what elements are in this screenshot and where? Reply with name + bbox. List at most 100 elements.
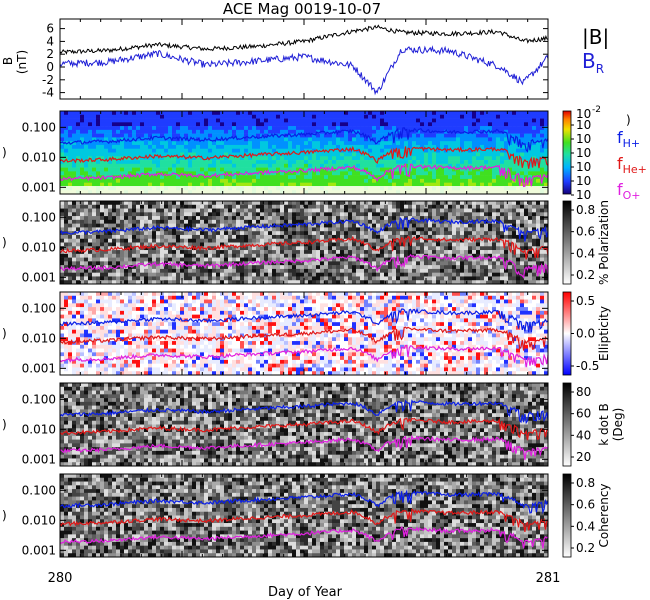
- spectrogram-cell: [524, 118, 529, 123]
- spectrogram-cell: [420, 280, 425, 285]
- spectrogram-cell: [292, 212, 297, 217]
- series-line-br: [59, 45, 549, 96]
- spectrogram-cell: [112, 152, 117, 157]
- spectrogram-cell: [76, 250, 81, 255]
- spectrogram-cell: [64, 133, 69, 138]
- spectrogram-cell: [440, 118, 445, 123]
- spectrogram-cell: [272, 204, 277, 209]
- spectrogram-cell: [224, 118, 229, 123]
- spectrogram-cell: [92, 133, 97, 138]
- spectrogram-cell: [260, 242, 265, 247]
- spectrogram-cell: [252, 163, 257, 168]
- spectrogram-cell: [156, 253, 161, 258]
- spectrogram-cell: [156, 152, 161, 157]
- spectrogram-cell: [176, 261, 181, 266]
- spectrogram-cell: [508, 114, 513, 119]
- spectrogram-cell: [384, 141, 389, 146]
- spectrogram-cell: [76, 144, 81, 150]
- spectrogram-cell: [284, 122, 289, 127]
- spectrogram-cell: [128, 126, 133, 131]
- spectrogram-cell: [192, 272, 197, 277]
- spectrogram-cell: [100, 152, 105, 157]
- spectrogram-cell: [308, 129, 313, 134]
- spectrogram-cell: [248, 137, 253, 142]
- spectrogram-cell: [520, 126, 525, 131]
- spectrogram-cell: [468, 111, 473, 116]
- spectrogram-cell: [116, 178, 121, 183]
- spectrogram-cell: [284, 118, 289, 123]
- spectrogram-cell: [444, 219, 449, 224]
- spectrogram-cell: [348, 175, 353, 180]
- spectrogram-cell: [424, 156, 429, 161]
- spectrogram-cell: [184, 201, 189, 206]
- spectrogram-cell: [220, 261, 225, 266]
- spectrogram-cell: [436, 175, 441, 180]
- spectrogram-cell: [188, 133, 193, 138]
- spectrogram-cell: [84, 227, 89, 232]
- spectrogram-cell: [144, 148, 149, 153]
- legend-br-name: B: [582, 49, 596, 73]
- spectrogram-cell: [284, 160, 289, 165]
- spectrogram-cell: [208, 216, 213, 221]
- spectrogram-cell: [488, 167, 493, 172]
- spectrogram-cell: [60, 126, 65, 131]
- spectrogram-cell: [336, 152, 341, 157]
- spectrogram-cell: [344, 141, 349, 146]
- spectrogram-cell: [368, 208, 373, 213]
- spectrogram-cell: [448, 111, 453, 116]
- spectrogram-cell: [372, 182, 377, 187]
- spectrogram-cell: [80, 231, 85, 236]
- spectrogram-cell: [152, 238, 157, 243]
- spectrogram-cell: [88, 268, 93, 273]
- spectrogram-cell: [180, 163, 185, 168]
- spectrogram-cell: [84, 204, 89, 209]
- spectrogram-cell: [168, 118, 173, 123]
- spectrogram-cell: [340, 272, 345, 277]
- spectrogram-cell: [272, 122, 277, 127]
- spectrogram-cell: [84, 257, 89, 262]
- spectrogram-cell: [220, 144, 225, 150]
- spectrogram-cell: [296, 114, 301, 119]
- spectrogram-cell: [164, 148, 169, 153]
- spectrogram-cell: [204, 219, 209, 224]
- spectrogram-cell: [152, 118, 157, 123]
- spectrogram-cell: [304, 175, 309, 180]
- spectrogram-cell: [220, 141, 225, 146]
- spectrogram-cell: [360, 268, 365, 273]
- spectrogram-cell: [468, 141, 473, 146]
- spectrogram-cell: [516, 126, 521, 131]
- spectrogram-cell: [152, 212, 157, 217]
- spectrogram-cell: [324, 156, 329, 161]
- spectrogram-cell: [340, 204, 345, 209]
- spectrogram-cell: [540, 122, 545, 127]
- spectrogram-cell: [152, 182, 157, 187]
- spectrogram-cell: [416, 280, 421, 285]
- spectrogram-cell: [536, 167, 541, 172]
- spectrogram-cell: [456, 144, 461, 150]
- spectrogram-cell: [220, 216, 225, 221]
- spectrogram-cell: [476, 122, 481, 127]
- spectrogram-cell: [196, 118, 201, 123]
- spectrogram-cell: [176, 246, 181, 251]
- spectrogram-cell: [144, 234, 149, 240]
- spectrogram-cell: [88, 234, 93, 240]
- spectrogram-cell: [164, 257, 169, 262]
- spectrogram-cell: [432, 175, 437, 180]
- spectrogram-cell: [332, 160, 337, 165]
- spectrogram-cell: [164, 208, 169, 213]
- spectrogram-cell: [88, 171, 93, 176]
- spectrogram-cell: [488, 178, 493, 183]
- spectrogram-cell: [524, 171, 529, 176]
- spectrogram-cell: [360, 204, 365, 209]
- spectrogram-cell: [352, 223, 357, 228]
- spectrogram-cell: [236, 201, 241, 206]
- spectrogram-cell: [504, 126, 509, 131]
- spectrogram-cell: [96, 257, 101, 262]
- spectrogram-cell: [412, 141, 417, 146]
- spectrogram-cell: [236, 253, 241, 258]
- spectrogram-cell: [184, 242, 189, 247]
- spectrogram-cell: [368, 114, 373, 119]
- spectrogram-cell: [276, 167, 281, 172]
- spectrogram-cell: [80, 261, 85, 266]
